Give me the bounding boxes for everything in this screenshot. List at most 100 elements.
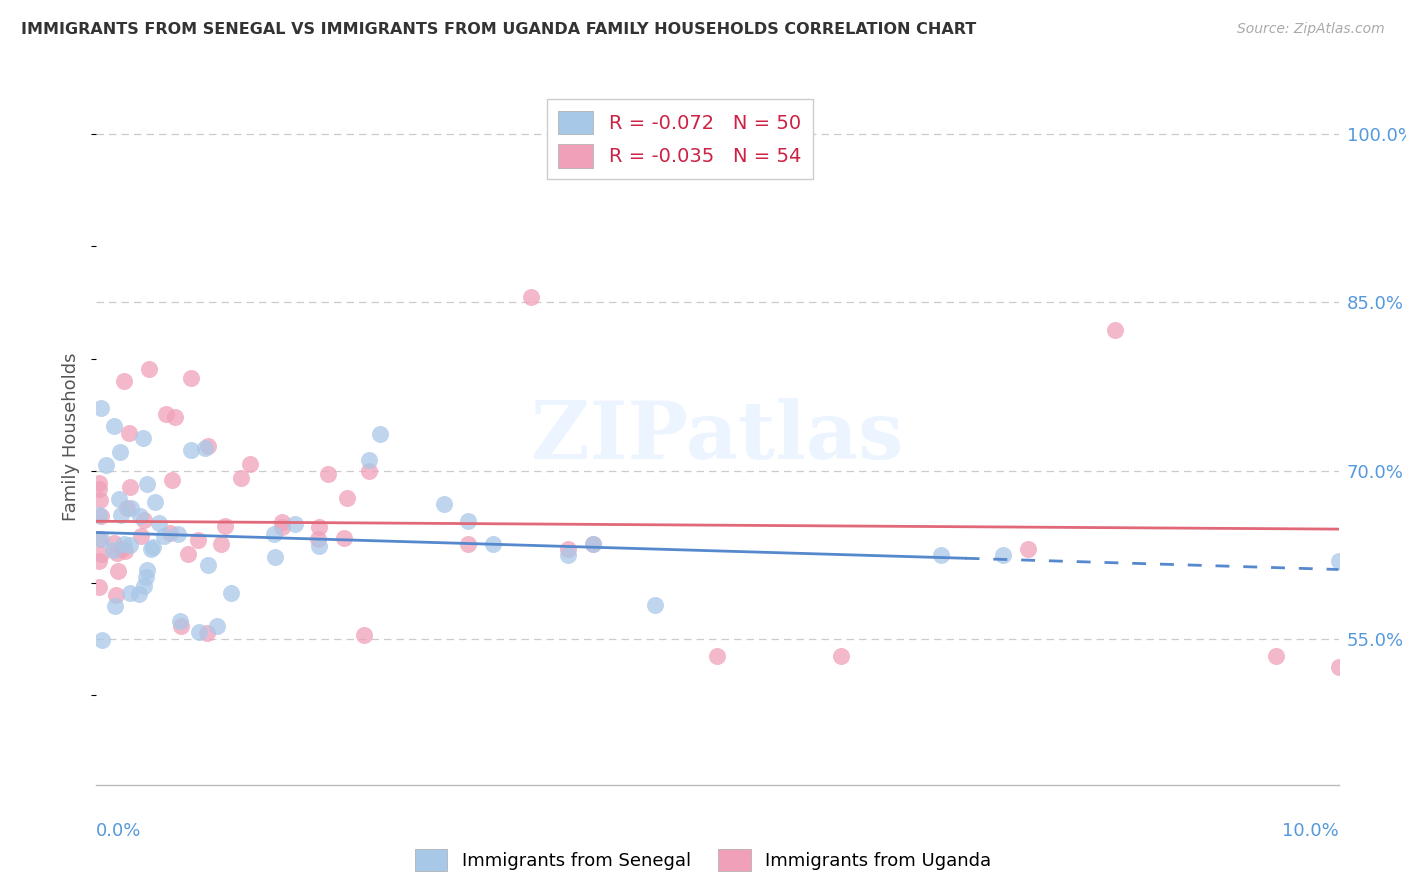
- Point: [153, 529, 176, 543]
- Point: [129, 529, 152, 543]
- Point: [333, 531, 356, 545]
- Point: [89, 532, 111, 546]
- Point: [991, 548, 1014, 562]
- Point: [139, 541, 162, 556]
- Point: [457, 537, 479, 551]
- Point: [90, 633, 112, 648]
- Point: [308, 539, 330, 553]
- Point: [131, 431, 153, 445]
- Point: [1265, 648, 1288, 663]
- Point: [132, 579, 155, 593]
- Point: [101, 542, 124, 557]
- Point: [89, 508, 111, 523]
- Point: [110, 508, 132, 522]
- Point: [135, 570, 157, 584]
- Point: [138, 361, 160, 376]
- Point: [263, 527, 285, 541]
- Point: [142, 540, 165, 554]
- Point: [155, 407, 177, 421]
- Point: [169, 614, 191, 628]
- Point: [229, 471, 252, 485]
- Point: [136, 476, 159, 491]
- Point: [557, 542, 579, 557]
- Point: [90, 401, 112, 415]
- Point: [103, 535, 125, 549]
- Point: [167, 527, 190, 541]
- Point: [143, 495, 166, 509]
- Point: [160, 473, 183, 487]
- Point: [120, 501, 142, 516]
- Point: [197, 558, 219, 572]
- Point: [271, 520, 294, 534]
- Point: [209, 537, 232, 551]
- Point: [117, 501, 139, 516]
- Point: [108, 444, 131, 458]
- Point: [830, 648, 852, 663]
- Point: [336, 491, 359, 506]
- Point: [205, 619, 228, 633]
- Point: [90, 547, 112, 561]
- Point: [557, 548, 579, 562]
- Point: [1327, 553, 1350, 567]
- Point: [239, 457, 262, 471]
- Point: [89, 492, 111, 507]
- Point: [433, 497, 456, 511]
- Point: [120, 480, 142, 494]
- Legend: Immigrants from Senegal, Immigrants from Uganda: Immigrants from Senegal, Immigrants from…: [408, 842, 998, 879]
- Point: [103, 419, 125, 434]
- Point: [307, 532, 329, 546]
- Point: [195, 626, 218, 640]
- Text: Source: ZipAtlas.com: Source: ZipAtlas.com: [1237, 22, 1385, 37]
- Point: [582, 537, 605, 551]
- Point: [214, 519, 236, 533]
- Point: [1104, 323, 1126, 337]
- Text: ZIPatlas: ZIPatlas: [531, 398, 903, 476]
- Point: [96, 458, 118, 472]
- Point: [316, 467, 339, 482]
- Point: [129, 509, 152, 524]
- Point: [194, 442, 217, 456]
- Point: [118, 538, 141, 552]
- Text: IMMIGRANTS FROM SENEGAL VS IMMIGRANTS FROM UGANDA FAMILY HOUSEHOLDS CORRELATION : IMMIGRANTS FROM SENEGAL VS IMMIGRANTS FR…: [21, 22, 976, 37]
- Text: 10.0%: 10.0%: [1282, 822, 1339, 840]
- Point: [368, 427, 391, 442]
- Point: [89, 483, 111, 497]
- Point: [180, 443, 202, 458]
- Point: [159, 525, 181, 540]
- Point: [929, 548, 952, 562]
- Point: [1017, 542, 1039, 557]
- Point: [457, 514, 479, 528]
- Point: [136, 563, 159, 577]
- Point: [1327, 660, 1350, 674]
- Point: [104, 588, 127, 602]
- Point: [284, 516, 307, 531]
- Point: [111, 541, 134, 556]
- Point: [90, 508, 112, 523]
- Point: [105, 546, 128, 560]
- Point: [187, 533, 209, 547]
- Point: [357, 464, 380, 478]
- Point: [180, 370, 202, 384]
- Point: [644, 599, 666, 613]
- Point: [118, 425, 141, 440]
- Point: [271, 515, 294, 529]
- Point: [89, 475, 111, 490]
- Point: [134, 513, 156, 527]
- Point: [107, 565, 129, 579]
- Point: [89, 554, 111, 568]
- Point: [128, 587, 150, 601]
- Point: [263, 550, 285, 565]
- Point: [112, 374, 135, 388]
- Point: [108, 491, 131, 506]
- Legend: R = -0.072   N = 50, R = -0.035   N = 54: R = -0.072 N = 50, R = -0.035 N = 54: [547, 99, 813, 179]
- Point: [357, 452, 380, 467]
- Point: [188, 624, 211, 639]
- Point: [104, 599, 127, 614]
- Point: [582, 537, 605, 551]
- Point: [197, 439, 219, 453]
- Point: [114, 543, 136, 558]
- Point: [165, 410, 187, 425]
- Point: [308, 520, 330, 534]
- Point: [89, 580, 111, 594]
- Point: [482, 537, 505, 551]
